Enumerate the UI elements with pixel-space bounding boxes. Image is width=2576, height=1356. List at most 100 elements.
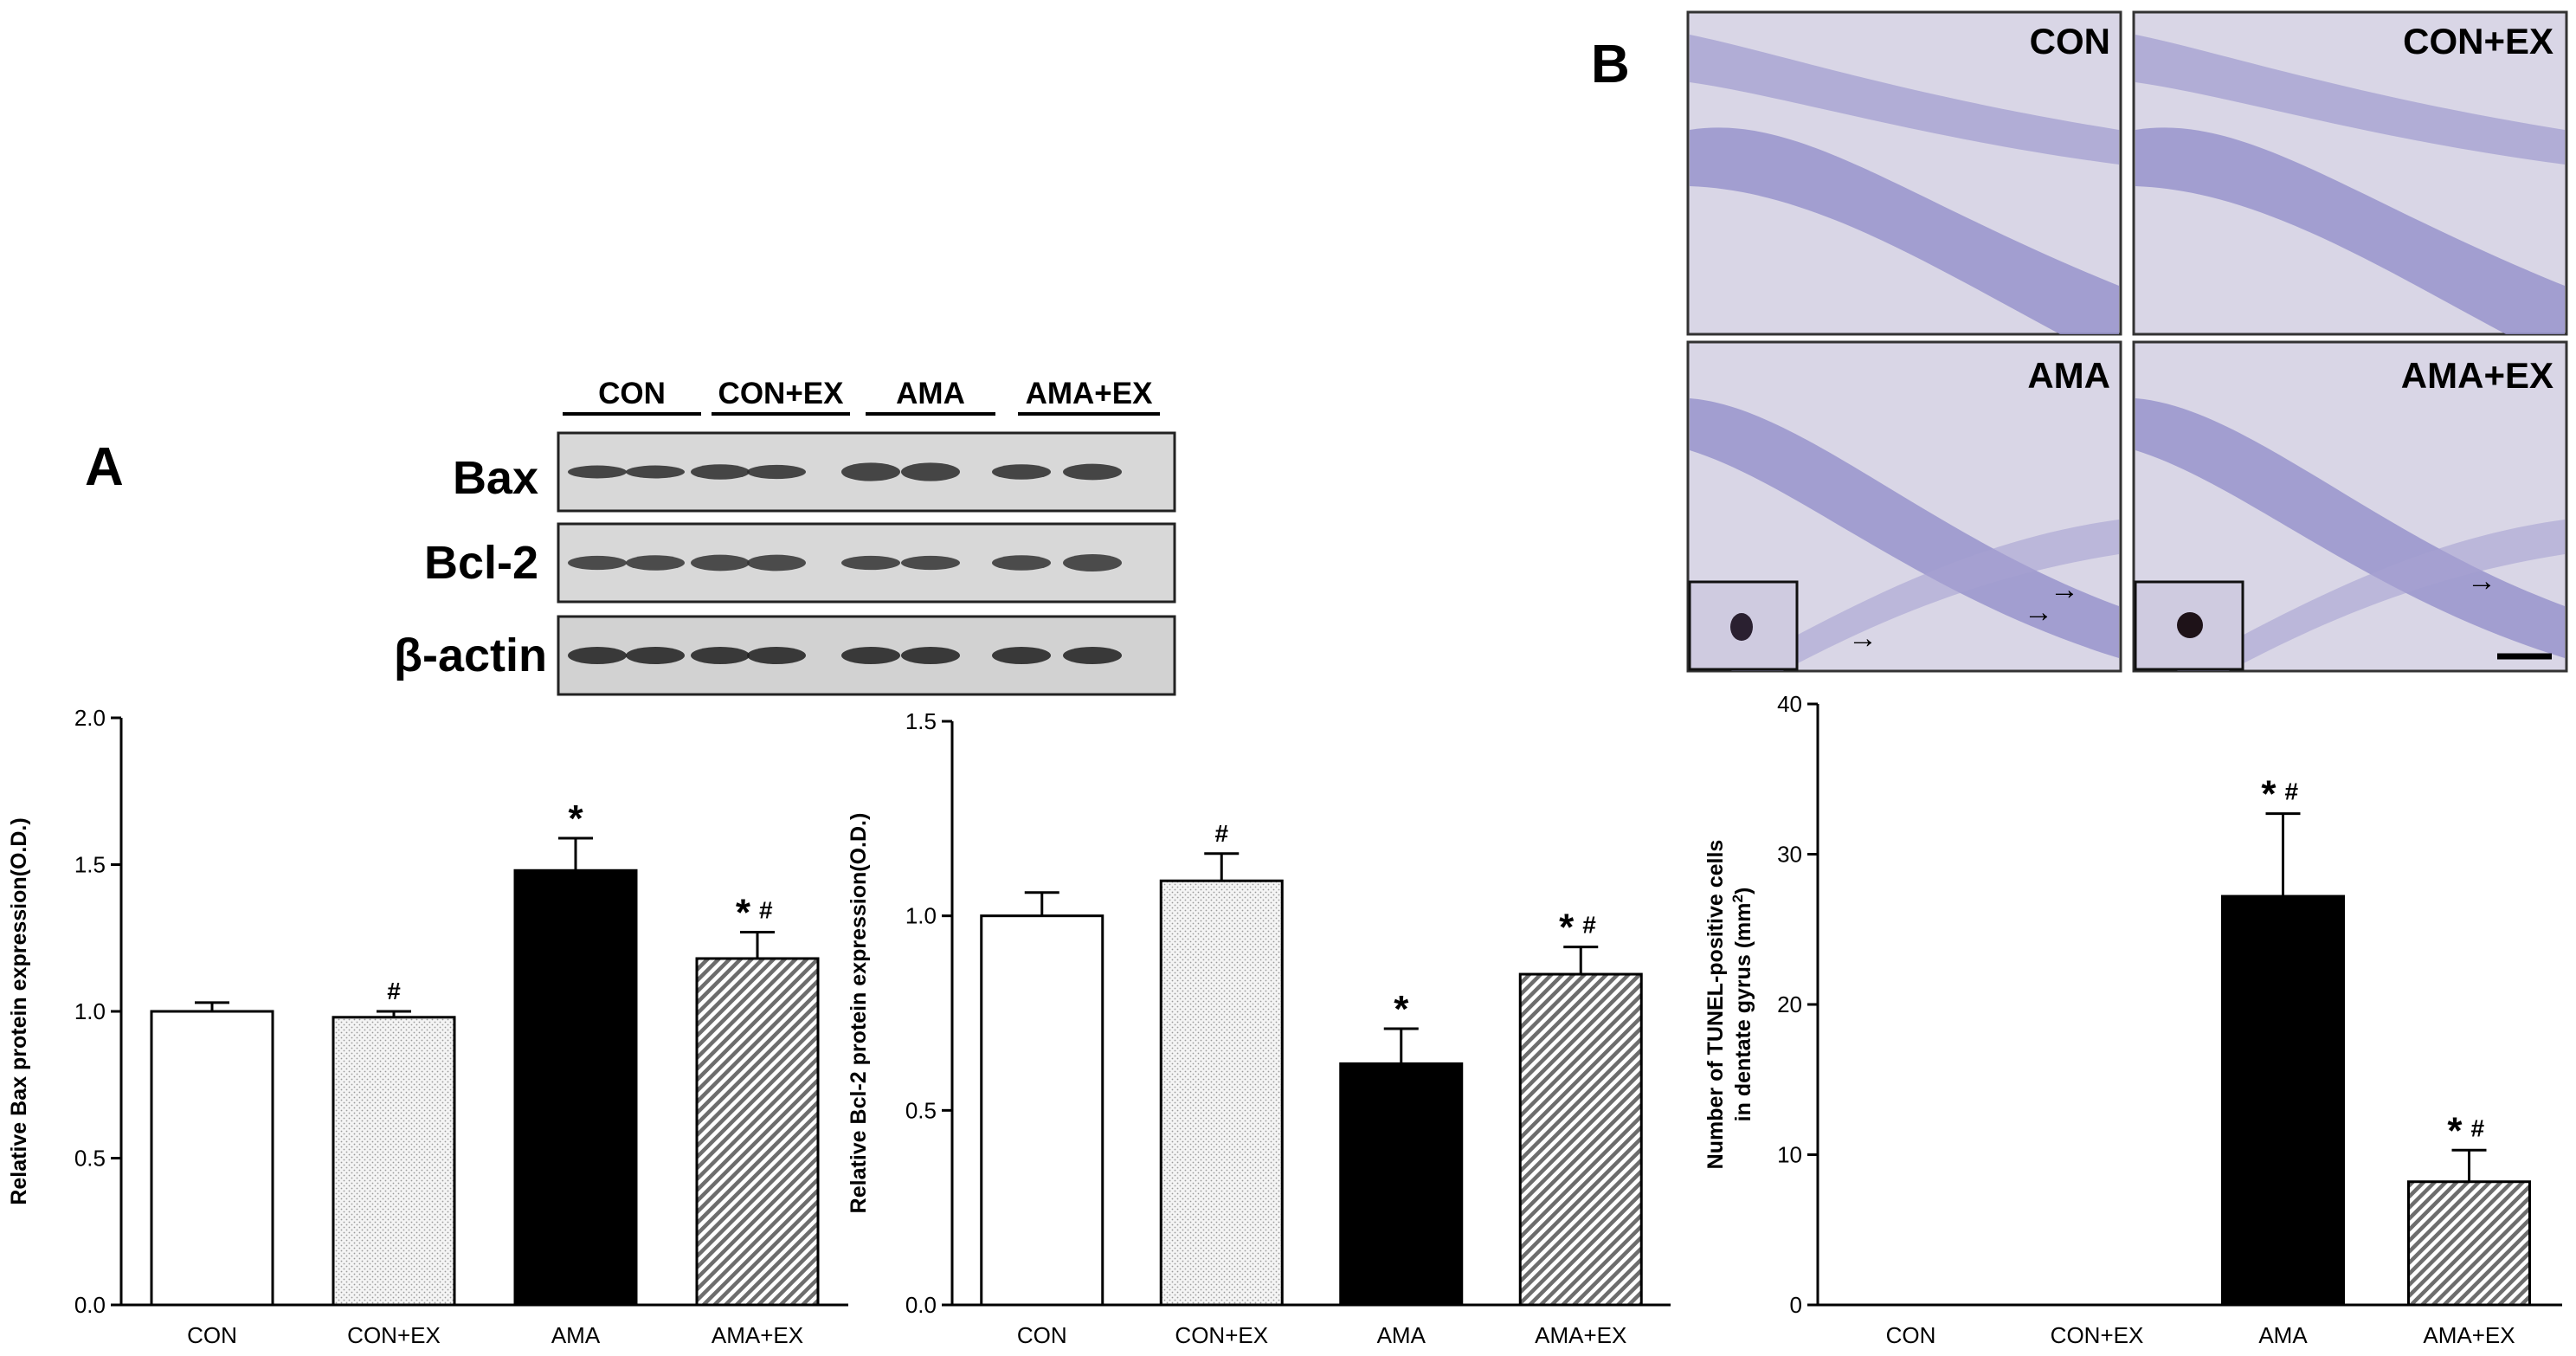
blot-label-beta-actin: β-actin [394, 630, 547, 681]
significance-hash: # [2471, 1114, 2485, 1141]
micrograph-label-con: CON [2030, 21, 2110, 61]
significance-star: * [568, 797, 583, 840]
dentate-gyrus-band [1690, 398, 2119, 658]
y-tick-label: 40 [1777, 691, 1802, 717]
dentate-gyrus-band [2135, 398, 2565, 658]
x-tick-label: CON+EX [347, 1322, 441, 1348]
x-tick-label: AMA+EX [1535, 1322, 1626, 1348]
blot-band [901, 462, 960, 481]
blot-band [626, 555, 685, 571]
dentate-gyrus-band [1731, 520, 2119, 671]
micrograph-ama: → → → AMA [1686, 340, 2122, 673]
y-tick-label: 1.0 [905, 903, 937, 929]
significance-hash: # [2285, 778, 2299, 805]
bar-ama-ex [695, 957, 820, 1307]
blot-band [992, 555, 1051, 571]
y-tick-label: 0 [1790, 1292, 1802, 1318]
significance-hash: # [387, 978, 401, 1004]
y-axis-label: Relative Bcl-2 protein expression(O.D.) [847, 813, 871, 1214]
y-axis-label-line2: in dentate gyrus (mm2) [1729, 888, 1756, 1122]
panel-label-a: A [85, 437, 124, 497]
blot-band [691, 464, 750, 480]
blot-band [841, 555, 900, 571]
tunel-positive-cell [2177, 612, 2203, 638]
blot-band [568, 465, 627, 479]
dentate-gyrus-band [2177, 520, 2565, 671]
x-tick-label: AMA+EX [712, 1322, 803, 1348]
blot-header-ama-ex: AMA+EX [1026, 377, 1153, 410]
blot-band [691, 647, 750, 664]
panel-label-b: B [1591, 35, 1630, 94]
y-axis-label: Number of TUNEL-positive cells [1703, 840, 1728, 1170]
significance-star: * [2447, 1109, 2463, 1152]
x-tick-label: CON [187, 1322, 237, 1348]
dentate-gyrus-band [2135, 127, 2565, 334]
blot-band [626, 465, 685, 479]
blot-header-con: CON [598, 377, 666, 410]
arrow-icon: → [1848, 622, 1877, 655]
x-tick-label: CON+EX [1175, 1322, 1268, 1348]
tunel-positive-cell [1730, 613, 1753, 641]
blot-band [747, 554, 806, 571]
bar-con-ex [332, 1016, 456, 1307]
significance-star: * [736, 891, 751, 933]
dentate-gyrus-band [1690, 127, 2119, 334]
y-tick-label: 0.0 [905, 1292, 937, 1318]
x-tick-label: AMA+EX [2423, 1322, 2515, 1348]
y-tick-label: 20 [1777, 991, 1802, 1017]
blot-header-con-ex: CON+EX [718, 377, 845, 410]
blot-band [568, 555, 627, 571]
y-tick-label: 30 [1777, 842, 1802, 868]
x-tick-label: AMA [551, 1322, 601, 1348]
arrow-icon: → [2467, 565, 2496, 597]
blot-group-headers: CON CON+EX AMA AMA+EX [563, 377, 1160, 416]
x-tick-label: CON+EX [2051, 1322, 2144, 1348]
significance-hash: # [759, 896, 773, 923]
x-tick-label: AMA [1377, 1322, 1426, 1348]
bar-ama-ex [1518, 972, 1643, 1307]
blot-band [626, 647, 685, 664]
significance-star: * [1394, 988, 1409, 1030]
blot-header-ama: AMA [896, 377, 965, 410]
y-tick-label: 10 [1777, 1142, 1802, 1168]
bar-ama-ex [2407, 1180, 2531, 1307]
significance-hash: # [1582, 912, 1596, 939]
blot-band [691, 554, 750, 571]
blot-band [901, 647, 960, 664]
y-tick-label: 0.0 [74, 1292, 106, 1318]
blot-band [992, 464, 1051, 480]
blot-band [747, 647, 806, 664]
bar-con-ex [1159, 879, 1284, 1307]
y-tick-label: 1.0 [74, 998, 106, 1024]
micrograph-ama-ex: → AMA+EX [2132, 340, 2568, 673]
blot-band [1063, 554, 1122, 571]
bar-con [150, 1010, 274, 1307]
blot-band [841, 647, 900, 664]
bar-con [980, 914, 1104, 1307]
micrographs: CON CON+EX → → → AMA → AMA+EX [1686, 10, 2568, 673]
blot-band [747, 464, 806, 480]
bar-ama [2221, 894, 2345, 1307]
significance-hash: # [1214, 820, 1228, 847]
tunel-chart: 0 10 20 30 40 Number of TUNEL-positive cells i… [1703, 691, 2562, 1348]
y-axis-label: Relative Bax protein expression(O.D.) [7, 817, 31, 1204]
blot-band [568, 647, 627, 664]
significance-star: * [1559, 907, 1575, 949]
y-tick-label: 0.5 [74, 1146, 106, 1172]
x-tick-label: CON [1017, 1322, 1067, 1348]
blot-band [992, 647, 1051, 664]
blot-bands [568, 462, 1122, 664]
micrograph-con: CON [1686, 10, 2122, 336]
bar-ama [513, 868, 638, 1307]
blot-band [1063, 647, 1122, 664]
blot-label-bax: Bax [453, 452, 538, 504]
arrow-icon: → [2024, 596, 2053, 629]
micrograph-label-ama-ex: AMA+EX [2401, 355, 2553, 396]
y-tick-label: 1.5 [74, 852, 106, 878]
bar-ama [1339, 1062, 1464, 1307]
blot-label-bcl2: Bcl-2 [424, 537, 538, 589]
y-tick-label: 0.5 [905, 1097, 937, 1123]
bcl2-chart: 0.0 0.5 1.0 1.5 Relative Bcl-2 protein expre… [847, 708, 1671, 1348]
dentate-gyrus-band [2135, 35, 2565, 165]
